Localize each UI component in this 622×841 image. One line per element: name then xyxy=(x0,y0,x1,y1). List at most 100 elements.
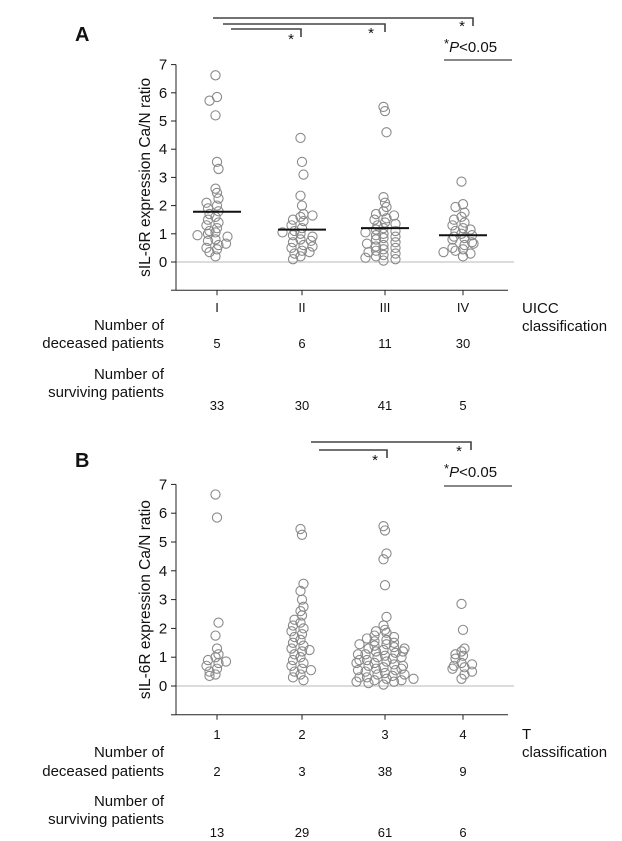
data-point xyxy=(466,666,478,677)
surviving-label: surviving patients xyxy=(48,811,164,828)
data-point xyxy=(204,208,215,220)
data-point xyxy=(387,653,398,664)
data-point xyxy=(459,207,470,218)
data-point xyxy=(447,234,458,245)
data-point xyxy=(370,230,382,241)
data-point xyxy=(295,132,306,144)
data-point xyxy=(369,657,380,669)
data-point xyxy=(210,110,221,121)
data-point xyxy=(369,214,380,225)
data-point xyxy=(466,237,478,248)
data-point xyxy=(363,677,374,689)
data-point xyxy=(396,675,407,686)
y-tick-label: 2 xyxy=(159,620,167,637)
data-point xyxy=(287,254,299,265)
data-point xyxy=(378,255,389,266)
data-point xyxy=(201,660,212,671)
data-point xyxy=(210,489,221,500)
data-point xyxy=(390,254,401,265)
data-point xyxy=(372,652,383,663)
data-point xyxy=(295,234,306,245)
data-point xyxy=(369,675,380,686)
data-point xyxy=(370,646,382,657)
deceased-count: 38 xyxy=(378,764,392,779)
data-point xyxy=(388,631,400,643)
y-axis-title: sIL-6R expression Ca/N ratio xyxy=(137,78,154,277)
data-point xyxy=(287,637,299,648)
data-point xyxy=(202,214,214,225)
data-point xyxy=(378,249,389,261)
data-point xyxy=(201,197,212,208)
data-point xyxy=(287,672,299,683)
data-point xyxy=(390,237,401,248)
data-point xyxy=(295,523,306,535)
panel-label: A xyxy=(75,24,89,46)
data-point xyxy=(459,217,470,228)
surviving-label: Number of xyxy=(94,366,165,383)
classification-label: UICC xyxy=(522,300,559,317)
significance-bracket xyxy=(213,17,474,26)
data-point xyxy=(457,251,469,262)
data-point xyxy=(378,101,389,113)
data-point xyxy=(370,663,382,674)
y-tick-label: 5 xyxy=(159,113,167,130)
data-point xyxy=(361,654,373,666)
data-point xyxy=(289,614,300,625)
data-point xyxy=(378,662,389,673)
data-point xyxy=(372,220,383,231)
data-point xyxy=(210,234,221,245)
data-point xyxy=(295,605,306,617)
data-point xyxy=(295,652,306,663)
data-point xyxy=(289,666,300,677)
surviving-count: 6 xyxy=(459,825,466,840)
data-point xyxy=(438,246,449,258)
significance-star: * xyxy=(368,25,374,42)
data-point xyxy=(361,238,373,249)
data-point xyxy=(305,665,317,676)
data-point xyxy=(381,673,392,684)
data-point xyxy=(388,641,400,653)
data-point xyxy=(399,669,410,680)
data-point xyxy=(381,639,392,650)
data-point xyxy=(379,580,391,591)
surviving-count: 5 xyxy=(459,398,466,413)
panel-b: B 0 1 2 3 4 5 6 7 sIL-6R expression Ca/N ratio 1 2 3… xyxy=(42,441,607,840)
data-point xyxy=(286,242,297,254)
data-point xyxy=(456,673,467,684)
data-point xyxy=(307,210,318,221)
data-point xyxy=(211,187,223,199)
data-point xyxy=(204,666,215,677)
data-point xyxy=(361,633,373,644)
data-point xyxy=(450,245,461,256)
data-point xyxy=(370,234,382,245)
significance-star: * xyxy=(456,443,462,460)
data-point xyxy=(378,644,389,656)
data-point xyxy=(211,643,223,654)
data-point xyxy=(220,238,232,249)
data-point xyxy=(202,203,214,214)
x-tick-label: 3 xyxy=(381,727,388,742)
data-point xyxy=(381,611,392,623)
deceased-count: 9 xyxy=(459,764,466,779)
classification-label: T xyxy=(522,726,531,743)
deceased-count: 5 xyxy=(213,336,220,351)
data-point xyxy=(296,200,308,211)
data-point xyxy=(381,634,392,646)
data-point xyxy=(388,676,400,687)
deceased-count: 3 xyxy=(298,764,305,779)
data-point xyxy=(360,666,371,677)
data-point xyxy=(447,242,458,254)
data-point xyxy=(390,665,401,676)
significance-star: * xyxy=(372,452,378,469)
data-point xyxy=(298,657,309,669)
data-point xyxy=(378,232,389,244)
data-point xyxy=(387,670,398,682)
data-point xyxy=(296,529,308,540)
x-tick-label: 4 xyxy=(459,727,466,742)
surviving-count: 61 xyxy=(378,825,392,840)
surviving-count: 33 xyxy=(210,398,224,413)
data-point xyxy=(379,105,391,117)
data-point xyxy=(381,213,392,224)
y-tick-label: 1 xyxy=(159,649,167,666)
